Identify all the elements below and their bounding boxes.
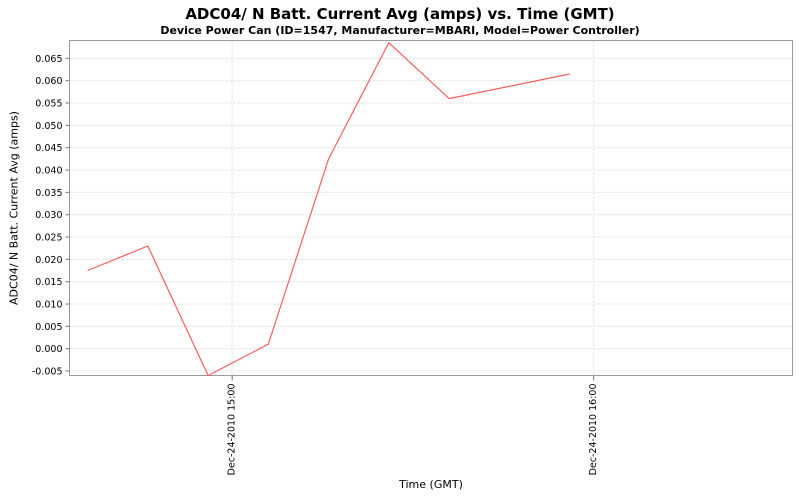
y-tick-label: 0.050 — [35, 121, 62, 132]
y-tick-label: 0.040 — [35, 166, 62, 177]
y-tick-label: -0.005 — [32, 367, 63, 378]
y-tick-label: 0.055 — [35, 99, 62, 110]
y-tick-label: 0.065 — [35, 54, 62, 65]
y-tick-label: 0.030 — [35, 210, 62, 221]
y-tick-label: 0.035 — [35, 188, 62, 199]
y-axis-title: ADC04/ N Batt. Current Avg (amps) — [7, 111, 21, 305]
chart-subtitle: Device Power Can (ID=1547, Manufacturer=… — [160, 24, 640, 37]
x-axis-title: Time (GMT) — [399, 478, 463, 491]
x-tick-label: Dec-24-2010 15:00 — [227, 384, 238, 476]
y-tick-label: 0.045 — [35, 143, 62, 154]
y-tick-label: 0.060 — [35, 76, 62, 87]
y-tick-label: 0.020 — [35, 255, 62, 266]
x-tick-label: Dec-24-2010 16:00 — [588, 384, 599, 476]
plot-border — [69, 40, 793, 376]
y-tick-label: 0.005 — [35, 322, 62, 333]
y-tick-label: 0.010 — [35, 300, 62, 311]
y-tick-label: 0.015 — [35, 277, 62, 288]
y-tick-label: 0.025 — [35, 233, 62, 244]
chart-title: ADC04/ N Batt. Current Avg (amps) vs. Ti… — [185, 5, 615, 23]
series-line — [87, 42, 570, 377]
y-tick-label: 0.000 — [35, 344, 62, 355]
